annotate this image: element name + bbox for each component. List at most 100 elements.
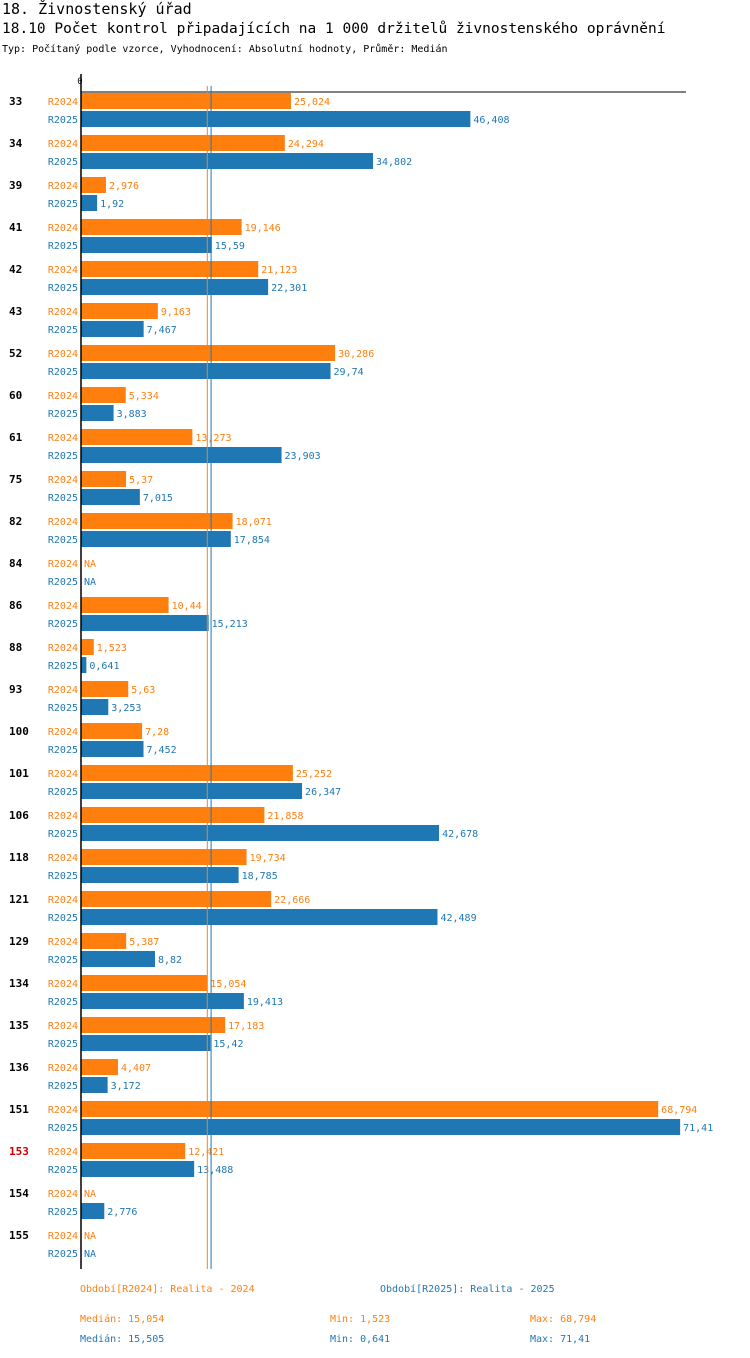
series-label: R2025 (48, 115, 78, 126)
bar (81, 807, 265, 823)
category-label: 100 (9, 725, 29, 738)
category-label: 101 (9, 767, 29, 780)
series-label: R2025 (48, 325, 78, 336)
data-label: 2,976 (109, 181, 139, 192)
series-label: R2025 (48, 577, 78, 588)
data-label: 2,776 (107, 1207, 137, 1218)
bar (81, 867, 239, 883)
bar (81, 765, 293, 781)
chart-type-line: Typ: Počítaný podle vzorce, Vyhodnocení:… (2, 44, 448, 55)
series-label: R2025 (48, 1123, 78, 1134)
page-title: 18. Živnostenský úřad (2, 0, 192, 18)
r2024-median-stat: Medián: 15,054 (80, 1314, 165, 1325)
series-label: R2024 (48, 1063, 78, 1074)
category-label: 75 (9, 473, 22, 486)
data-label: 4,407 (121, 1063, 151, 1074)
series-label: R2024 (48, 1105, 78, 1116)
data-label: NA (84, 559, 96, 570)
data-label: 15,59 (215, 241, 245, 252)
bar (81, 681, 129, 697)
series-label: R2024 (48, 181, 78, 192)
series-label: R2025 (48, 1039, 78, 1050)
series-label: R2025 (48, 955, 78, 966)
series-label: R2024 (48, 223, 78, 234)
bar (81, 849, 247, 865)
category-label: 118 (9, 851, 29, 864)
category-label: 106 (9, 809, 29, 822)
data-label: NA (84, 1189, 96, 1200)
data-label: 25,024 (294, 97, 330, 108)
series-label: R2024 (48, 937, 78, 948)
data-label: 46,408 (473, 115, 509, 126)
data-label: 25,252 (296, 769, 332, 780)
data-label: 22,301 (271, 283, 307, 294)
data-label: 26,347 (305, 787, 341, 798)
series-label: R2025 (48, 409, 78, 420)
category-label: 86 (9, 599, 23, 612)
data-label: 18,071 (236, 517, 272, 528)
data-label: 21,858 (267, 811, 303, 822)
data-label: 42,678 (442, 829, 478, 840)
bar (81, 951, 155, 967)
data-label: 17,183 (228, 1021, 264, 1032)
data-label: 7,467 (147, 325, 177, 336)
category-label: 43 (9, 305, 22, 318)
category-label: 129 (9, 935, 29, 948)
bar (81, 321, 144, 337)
bar (81, 447, 282, 463)
series-label: R2024 (48, 727, 78, 738)
chart-title: 18.10 Počet kontrol připadajících na 1 0… (2, 21, 666, 37)
category-label: 41 (9, 221, 23, 234)
category-label: 136 (9, 1061, 29, 1074)
legend-r2025: Období[R2025]: Realita - 2025 (380, 1284, 555, 1295)
bar (81, 909, 438, 925)
series-label: R2024 (48, 769, 78, 780)
series-label: R2025 (48, 787, 78, 798)
legend-r2024: Období[R2024]: Realita - 2024 (80, 1284, 255, 1295)
series-label: R2024 (48, 1021, 78, 1032)
series-label: R2025 (48, 1165, 78, 1176)
r2025-median-stat: Medián: 15,505 (80, 1334, 165, 1345)
r2025-min-stat: Min: 0,641 (330, 1334, 391, 1345)
series-label: R2025 (48, 199, 78, 210)
series-label: R2024 (48, 643, 78, 654)
bar (81, 783, 303, 799)
bar (81, 387, 126, 403)
bar (81, 303, 158, 319)
bar (81, 471, 127, 487)
bar (81, 219, 242, 235)
bar (81, 1203, 105, 1219)
series-label: R2025 (48, 703, 78, 714)
bar (81, 1161, 195, 1177)
bar (81, 195, 98, 211)
bar (81, 1077, 108, 1093)
category-label: 60 (9, 389, 22, 402)
bar (81, 261, 259, 277)
bar (81, 489, 140, 505)
bar (81, 237, 212, 253)
data-label: 0,641 (89, 661, 119, 672)
data-label: 1,92 (100, 199, 124, 210)
series-label: R2024 (48, 265, 78, 276)
bar (81, 597, 169, 613)
category-label: 33 (9, 95, 22, 108)
category-label: 88 (9, 641, 22, 654)
data-label: 19,146 (245, 223, 281, 234)
series-label: R2025 (48, 1207, 78, 1218)
series-label: R2024 (48, 979, 78, 990)
series-label: R2024 (48, 559, 78, 570)
data-label: 21,123 (261, 265, 297, 276)
data-label: 68,794 (661, 1105, 697, 1116)
category-label: 42 (9, 263, 22, 276)
data-label: 5,63 (131, 685, 155, 696)
data-label: 13,273 (195, 433, 231, 444)
data-label: 3,172 (111, 1081, 141, 1092)
category-label: 155 (9, 1229, 29, 1242)
series-label: R2025 (48, 913, 78, 924)
bar (81, 135, 285, 151)
bar (81, 741, 144, 757)
series-label: R2025 (48, 829, 78, 840)
x-tick-label: 0 (77, 77, 82, 87)
data-label: 7,015 (143, 493, 173, 504)
